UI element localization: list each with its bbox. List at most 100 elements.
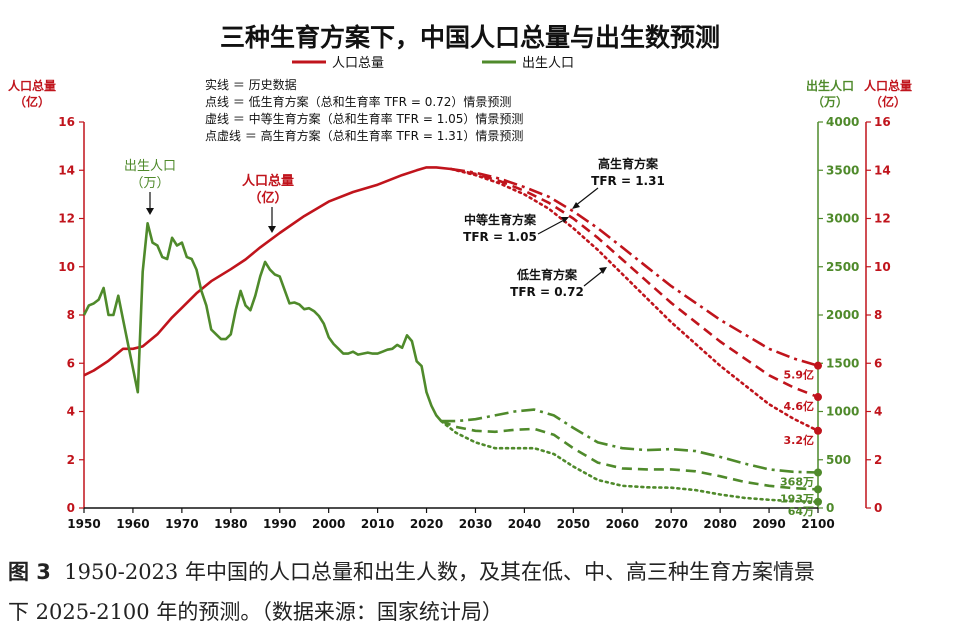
annotation-low-line1: 低生育方案 xyxy=(516,267,578,282)
annotation-population-line1: 人口总量 xyxy=(242,173,294,189)
x-tick-label: 2000 xyxy=(312,517,345,531)
right-inner-y-tick-label: 500 xyxy=(826,453,851,467)
end-point-marker xyxy=(814,361,822,370)
figure-caption-line2: 下 2025-2100 年的预测。（数据来源：国家统计局） xyxy=(8,596,953,626)
end-point-marker xyxy=(814,497,822,506)
left-axis-title-line2: （亿） xyxy=(14,94,50,109)
end-point-marker xyxy=(814,468,822,477)
x-tick-label: 2080 xyxy=(703,517,736,531)
right-outer-y-tick-label: 14 xyxy=(874,163,891,177)
series-line-births-dotted xyxy=(439,419,820,504)
series-line-births-dashdot xyxy=(441,408,819,474)
right-outer-axis-title-line2: （亿） xyxy=(870,94,906,109)
series-line-population-dotted xyxy=(449,167,820,433)
figure-caption-text2: 下 2025-2100 年的预测。（数据来源：国家统计局） xyxy=(8,600,503,624)
x-tick-label: 2050 xyxy=(557,517,590,531)
end-value-label: 64万 xyxy=(788,505,814,518)
right-outer-y-tick-label: 8 xyxy=(874,308,882,322)
left-y-tick-label: 12 xyxy=(58,212,75,226)
right-inner-y-tick-label: 2000 xyxy=(826,308,859,322)
right-outer-y-tick-label: 16 xyxy=(874,115,891,129)
series-line-births-solid xyxy=(82,222,443,422)
annotation-mid-arrow xyxy=(537,218,567,235)
series-line-births-dashed xyxy=(440,419,819,491)
right-inner-y-tick-label: 1000 xyxy=(826,405,859,419)
right-outer-y-tick-label: 2 xyxy=(874,453,882,467)
line-style-notes: 实线 ＝ 历史数据 点线 ＝ 低生育方案（总和生育率 TFR = 0.72）情景… xyxy=(205,77,523,143)
series-line-population-solid xyxy=(83,166,452,377)
left-axis-title-line1: 人口总量 xyxy=(8,78,56,93)
annotation-high-arrowhead xyxy=(572,202,580,209)
end-value-label: 4.6亿 xyxy=(784,399,815,413)
note-solid: 实线 ＝ 历史数据 xyxy=(205,77,297,92)
annotation-low-arrow xyxy=(583,269,605,287)
right-outer-y-tick-label: 10 xyxy=(874,260,891,274)
figure-caption-text1: 1950-2023 年中国的人口总量和出生人数，及其在低、中、高三种生育方案情景 xyxy=(64,560,815,584)
x-tick-label: 2060 xyxy=(606,517,639,531)
x-tick-label: 1980 xyxy=(214,517,247,531)
x-tick-label: 2100 xyxy=(801,517,834,531)
annotation-births-line2: （万） xyxy=(130,176,169,191)
right-inner-axis-title-line2: （万） xyxy=(812,94,848,109)
legend-label-births: 出生人口 xyxy=(522,56,574,71)
legend-label-population: 人口总量 xyxy=(332,56,384,71)
figure-caption-line1: 图 3 1950-2023 年中国的人口总量和出生人数，及其在低、中、高三种生育… xyxy=(8,556,953,586)
left-y-tick-label: 8 xyxy=(67,308,75,322)
x-tick-label: 1970 xyxy=(165,517,198,531)
annotation-mid-line2: TFR = 1.05 xyxy=(463,230,537,244)
left-y-tick-label: 16 xyxy=(58,115,75,129)
annotation-population-arrowhead xyxy=(268,226,276,233)
annotation-low-line2: TFR = 0.72 xyxy=(510,285,584,299)
left-y-tick-label: 14 xyxy=(58,163,75,177)
annotation-births-arrowhead xyxy=(146,208,154,215)
x-tick-label: 1960 xyxy=(116,517,149,531)
left-y-tick-label: 2 xyxy=(67,453,75,467)
right-outer-y-tick-label: 4 xyxy=(874,405,882,419)
left-y-tick-label: 6 xyxy=(67,356,75,370)
right-outer-y-tick-label: 0 xyxy=(874,501,882,515)
right-inner-y-tick-label: 1500 xyxy=(826,356,859,370)
end-value-label: 5.9亿 xyxy=(784,368,815,382)
x-tick-label: 2010 xyxy=(361,517,394,531)
note-dashed: 虚线 ＝ 中等生育方案（总和生育率 TFR = 1.05）情景预测 xyxy=(205,111,523,126)
series-layer xyxy=(82,166,820,504)
annotation-mid-line1: 中等生育方案 xyxy=(464,212,537,227)
annotations: 出生人口 （万） 人口总量 （亿） 高生育方案 TFR = 1.31 中等生育方… xyxy=(124,156,665,299)
legend: 人口总量 出生人口 xyxy=(292,56,574,71)
axes: 0 2 4 6 8 10 12 14 16 0 500 1000 1500 2000 2500 3000 350… xyxy=(58,115,890,531)
right-inner-y-tick-label: 3000 xyxy=(826,212,859,226)
left-y-tick-label: 0 xyxy=(67,501,75,515)
right-outer-y-tick-label: 12 xyxy=(874,212,891,226)
left-y-tick-label: 10 xyxy=(58,260,75,274)
right-outer-axis-title-line1: 人口总量 xyxy=(864,78,912,93)
right-inner-y-tick-label: 3500 xyxy=(826,163,859,177)
end-value-label: 3.2亿 xyxy=(784,433,815,447)
figure-label: 图 3 xyxy=(8,560,51,584)
end-value-label: 368万 xyxy=(780,475,814,488)
annotation-mid-arrowhead xyxy=(561,217,569,223)
x-tick-label: 1950 xyxy=(67,517,100,531)
annotation-high-arrow xyxy=(574,187,599,207)
x-tick-label: 2030 xyxy=(459,517,492,531)
end-point-marker xyxy=(814,393,822,402)
end-point-marker xyxy=(814,426,822,435)
right-inner-y-tick-label: 4000 xyxy=(826,115,859,129)
end-point-marker xyxy=(814,485,822,494)
x-tick-label: 2070 xyxy=(654,517,687,531)
annotation-low-arrowhead xyxy=(599,267,607,274)
annotation-high-line1: 高生育方案 xyxy=(598,156,659,171)
population-births-chart: 三种生育方案下，中国人口总量与出生数预测 人口总量 出生人口 实线 ＝ 历史数据… xyxy=(8,23,912,531)
right-inner-y-tick-label: 2500 xyxy=(826,260,859,274)
annotation-population-line2: （亿） xyxy=(248,190,287,206)
annotation-births-line1: 出生人口 xyxy=(124,159,176,174)
x-tick-label: 2020 xyxy=(410,517,443,531)
x-tick-label: 1990 xyxy=(263,517,296,531)
right-outer-y-tick-label: 6 xyxy=(874,356,882,370)
note-dotted: 点线 ＝ 低生育方案（总和生育率 TFR = 0.72）情景预测 xyxy=(205,94,511,109)
note-dashdot: 点虚线 ＝ 高生育方案（总和生育率 TFR = 1.31）情景预测 xyxy=(205,128,523,143)
x-tick-label: 2090 xyxy=(752,517,785,531)
series-line-population-dashed xyxy=(450,167,819,399)
chart-title: 三种生育方案下，中国人口总量与出生数预测 xyxy=(220,23,720,52)
annotation-high-line2: TFR = 1.31 xyxy=(591,174,665,188)
